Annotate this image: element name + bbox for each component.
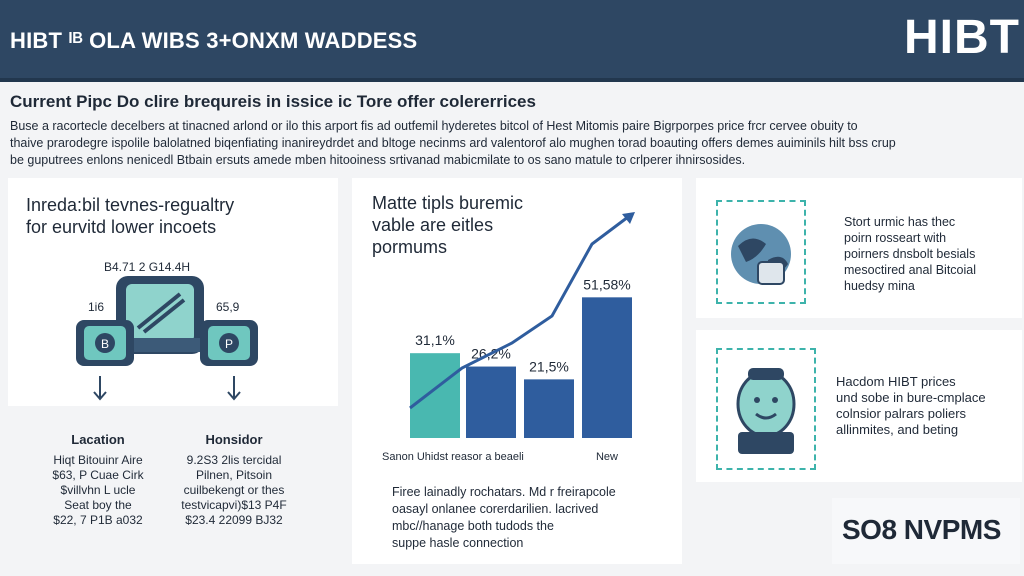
brand-logo: HIBT — [904, 11, 1020, 64]
coin-icon: B — [76, 320, 134, 366]
intro-heading: Current Pipc Do clire brequreis in issic… — [10, 92, 536, 111]
chart-title-line: vable are eitles — [372, 215, 494, 235]
intro-line: Buse a racortecle decelbers at tinacned … — [10, 119, 858, 133]
column-line: cuilbekengt or thes — [183, 483, 285, 497]
globe-frame — [716, 200, 806, 304]
category-label: New — [596, 451, 618, 463]
panel-research: Stort urmic has thec poirn rosseart with… — [696, 178, 1022, 318]
bar-chart: 31,1%26,2%21,5%51,58%Sanon Uhidst reasor… — [382, 212, 635, 463]
page-title: HIBT ᴵᴮ OLA WIBS 3+ONXM WADDESS — [10, 28, 418, 53]
chart-title-line: pormums — [372, 237, 448, 257]
text-line: Hacdom HIBT prices — [836, 374, 956, 389]
prices-text: Hacdom HIBT prices und sobe in bure-cmpl… — [836, 374, 986, 438]
column-heading: Honsidor — [205, 432, 263, 447]
arrow-down-icon — [227, 376, 241, 401]
text-line: und sobe in bure-cmplace — [836, 390, 986, 405]
column-line: $22, 7 P1B a032 — [53, 513, 143, 527]
column-heading: Lacation — [71, 432, 125, 447]
tablet-icon — [106, 276, 214, 354]
chart-bar — [524, 379, 574, 438]
svg-text:P: P — [225, 337, 233, 351]
column-line: testvicapvi)$13 P4F — [181, 498, 287, 512]
header-bar: HIBT ᴵᴮ OLA WIBS 3+ONXM WADDESS HIBT — [0, 0, 1024, 82]
svg-text:B: B — [101, 337, 109, 351]
bar-data-label: 31,1% — [415, 332, 455, 348]
intro-line: thaive prarodegre ispolile balolatned bi… — [10, 136, 896, 150]
chart-title: Matte tipls buremic vable are eitles por… — [372, 192, 523, 258]
text-line: Stort urmic has thec — [844, 215, 956, 229]
arrow-down-icon — [93, 376, 107, 401]
robot-frame — [716, 348, 816, 470]
column-line: 9.2S3 2lis tercidal — [186, 453, 282, 467]
column-line: $23.4 22099 BJ32 — [185, 513, 283, 527]
panel-title: Inreda:bil tevnes-regualtry for eurvitd … — [26, 194, 234, 238]
text-line: allinmites, and beting — [836, 422, 959, 437]
bar-data-label: 51,58% — [583, 276, 630, 292]
robot-icon — [736, 368, 796, 454]
footnote-line: suppe hasle connection — [392, 536, 524, 550]
location-column: Lacation Hiqt Bitouinr Aire $63, P Cuae … — [28, 432, 168, 528]
chart-title-line: Matte tipls buremic — [372, 193, 524, 213]
coin-icon: P — [200, 320, 258, 366]
left-value: 1i6 — [88, 300, 105, 314]
panel-label: SO8 NVPMS — [832, 498, 1020, 564]
column-line: Pilnen, Pitsoin — [195, 468, 273, 482]
column-line: Hiqt Bitouinr Aire — [53, 453, 143, 467]
intro-section: Current Pipc Do clire brequreis in issic… — [10, 92, 1014, 169]
trend-line — [409, 212, 633, 410]
trend-arrow-icon — [622, 212, 635, 224]
text-line: mesoctired anal Bitcoial — [844, 263, 977, 277]
column-line: Seat boy the — [64, 498, 132, 512]
chart-bar — [410, 353, 460, 438]
panel-title-line: for eurvitd lower incoets — [26, 217, 217, 237]
tablet-illustration: B P — [76, 276, 258, 401]
bottom-label: SO8 NVPMS — [842, 514, 1001, 545]
globe-icon — [731, 224, 791, 285]
intro-line: be guputrees enlons nenicedl Btbain ersu… — [10, 153, 746, 167]
holder-column: Honsidor 9.2S3 2lis tercidal Pilnen, Pit… — [164, 432, 304, 528]
chart-bar — [582, 297, 632, 438]
footnote-line: mbc//hanage both tudods the — [392, 519, 554, 533]
bar-data-label: 21,5% — [529, 358, 569, 374]
chart-bar — [466, 366, 516, 438]
panel-title-line: Inreda:bil tevnes-regualtry — [26, 195, 235, 215]
right-value: 65,9 — [216, 300, 240, 314]
column-line: $63, P Cuae Cirk — [52, 468, 144, 482]
text-line: huedsy mina — [844, 279, 915, 293]
center-value: B4.71 2 G14.4H — [104, 260, 191, 274]
footnote-line: Firee lainadly rochatars. Md r freirapco… — [392, 485, 616, 499]
footnote-line: oasayl onlanee corerdarilien. lacrived — [392, 502, 599, 516]
column-line: $villvhn L ucle — [60, 483, 136, 497]
text-line: colnsior palrars poliers — [836, 406, 967, 421]
panel-chart: Matte tipls buremic vable are eitles por… — [352, 178, 682, 564]
text-line: poirners dnsbolt besials — [844, 247, 976, 261]
chart-footnote: Firee lainadly rochatars. Md r freirapco… — [392, 484, 672, 552]
panel-regulatory: Inreda:bil tevnes-regualtry for eurvitd … — [8, 178, 338, 406]
category-label: Sanon Uhidst reasor a beaeli — [382, 451, 524, 463]
text-line: poirn rosseart with — [844, 231, 947, 245]
panel-prices: Hacdom HIBT prices und sobe in bure-cmpl… — [696, 330, 1022, 482]
research-text: Stort urmic has thec poirn rosseart with… — [844, 214, 976, 294]
